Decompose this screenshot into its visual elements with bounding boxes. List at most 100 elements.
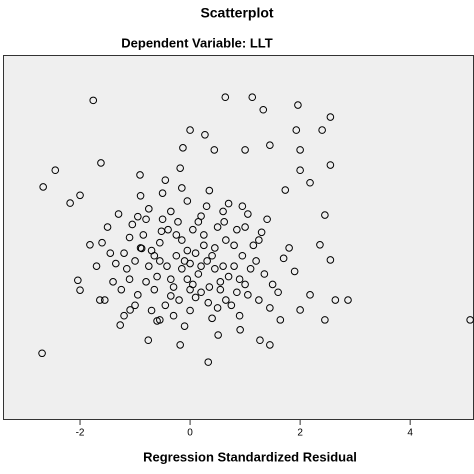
point [208,314,216,323]
point [114,210,123,218]
point [163,262,171,270]
point [169,311,178,320]
x-tick-label: 2 [297,428,303,439]
point [230,241,238,250]
point [139,231,148,239]
point [169,283,178,291]
point [222,296,230,304]
point [255,296,263,304]
point [126,306,134,314]
point [125,233,134,242]
point [164,225,172,234]
point [189,225,197,234]
point [186,285,194,294]
x-axis-label: Regression Standardized Residual [143,449,357,464]
point [241,280,249,289]
point [161,301,170,310]
point [236,325,244,334]
point [260,270,269,278]
point [205,283,214,291]
point [51,166,60,175]
point [344,296,352,304]
point [150,285,159,294]
point [214,331,222,339]
point [248,93,257,102]
point [194,270,203,278]
point [202,202,211,211]
point [306,178,314,187]
point [204,298,213,307]
point [191,249,200,257]
point [219,207,227,216]
point [109,278,117,286]
point [266,141,274,150]
point [142,278,150,286]
point [466,316,474,324]
point [117,285,126,294]
point [246,264,255,273]
point [153,317,161,325]
point [257,228,266,237]
point [285,244,293,252]
point [97,159,105,167]
point [158,189,167,197]
point [279,254,288,263]
point [142,215,150,224]
point [186,126,194,134]
point [180,257,189,265]
x-tick-label: 4 [407,428,413,439]
point [238,202,247,211]
x-tick-label: -2 [76,428,85,439]
point [144,336,153,345]
point [186,306,194,315]
point [178,236,186,244]
point [222,236,230,244]
point [238,251,247,260]
point [227,301,236,310]
point [200,231,208,239]
point [176,341,184,349]
point [136,171,144,179]
point [153,272,161,281]
x-tick-label: 0 [187,428,193,439]
point [241,146,249,154]
point [216,285,225,294]
point [213,223,222,231]
point [147,306,156,315]
point [296,166,304,175]
point [120,311,128,320]
point [66,199,74,207]
point [167,207,175,216]
point [136,191,145,200]
point [96,296,104,304]
point [296,306,304,314]
point [205,186,214,195]
point [244,210,252,218]
point [167,275,175,284]
point [326,256,335,264]
point [255,236,263,244]
point [203,257,211,265]
point [103,223,112,231]
point [211,264,219,273]
point [276,316,285,324]
point [252,257,260,265]
point [128,220,137,229]
point [172,231,181,239]
point [266,304,274,312]
point [100,296,109,304]
point [136,244,145,252]
point [106,249,115,257]
point [175,296,183,304]
point [158,215,167,224]
point [241,223,249,231]
point [220,218,228,226]
point [98,238,106,247]
point [167,292,175,300]
point [134,212,142,221]
point [326,113,335,121]
point [249,241,258,250]
point [201,130,209,139]
point [134,291,142,299]
